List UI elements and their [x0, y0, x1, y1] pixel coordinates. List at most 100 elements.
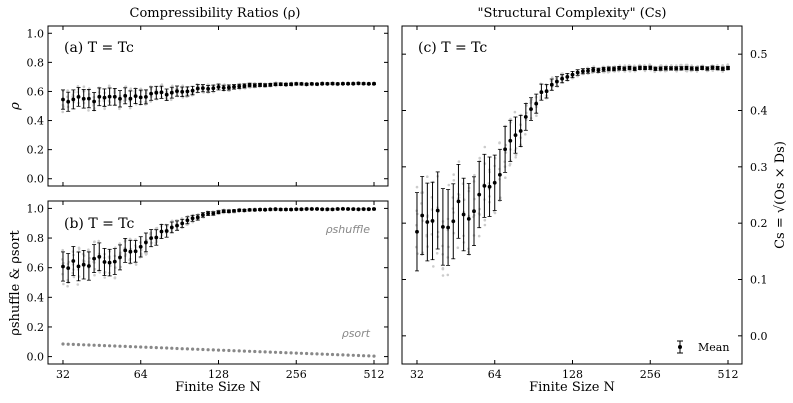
- panel-a-ytick-label: 0.2: [27, 144, 45, 157]
- panel-b-shuffle-point: [149, 236, 154, 241]
- panel-a-mean-point: [76, 95, 81, 99]
- panel-b-sort-point: [128, 345, 132, 349]
- panel-c-mean-point: [461, 212, 466, 217]
- panel-b-sort-point: [159, 346, 164, 350]
- panel-b-shuffle-sample: [62, 282, 65, 286]
- panel-b-sort-point: [71, 342, 75, 346]
- panel-c-mean-point: [539, 90, 544, 95]
- panel-a-mean-point: [299, 82, 304, 86]
- panel-b-shuffle-point: [315, 207, 319, 211]
- panel-a-mean-point: [107, 94, 112, 99]
- panel-c-mean-sample: [711, 69, 715, 72]
- panel-b-sort-point: [242, 349, 246, 353]
- panel-c-mean-sample: [452, 179, 456, 182]
- panel-a-mean-point: [294, 82, 299, 86]
- panel-b-shuffle-point: [128, 249, 133, 254]
- panel-b-sort-point: [341, 353, 345, 357]
- panel-b-shuffle-sample: [97, 239, 100, 243]
- panel-b-shuffle-point: [346, 207, 350, 211]
- panel-b-ytick-label: 0.0: [27, 351, 45, 364]
- panel-a-mean-point: [351, 81, 356, 86]
- panel-c-mean-sample: [441, 274, 445, 277]
- panel-c-mean-sample: [447, 183, 451, 187]
- panel-c-mean-sample: [535, 114, 538, 117]
- panel-a-mean-point: [304, 82, 309, 87]
- panel-b-sort-point: [92, 343, 96, 347]
- panel-c-mean-point: [534, 101, 539, 106]
- panel-b-shuffle-point: [138, 244, 143, 249]
- panel-c-mean-point: [700, 66, 704, 70]
- panel-a-mean-point: [242, 84, 247, 88]
- panel-c-mean-point: [477, 192, 482, 197]
- panel-c-mean-point: [508, 138, 513, 143]
- panel-b-sort-point: [227, 348, 231, 353]
- panel-b-shuffle-point: [227, 209, 231, 214]
- panel-c-mean-point: [674, 66, 679, 71]
- panel-a-mean-point: [252, 83, 257, 88]
- panel-c-ytick-label: 0.0: [750, 330, 768, 343]
- panel-a-mean-point: [97, 94, 102, 99]
- panel-c-mean-sample: [415, 185, 419, 189]
- panel-c-mean-point: [544, 89, 549, 94]
- panel-b-shuffle-sample: [134, 263, 138, 266]
- panel-b-sort-point: [237, 349, 241, 353]
- panel-b-shuffle-point: [206, 211, 211, 216]
- title-right: "Structural Complexity" (Cs): [477, 6, 666, 21]
- panel-c-mean-point: [684, 66, 689, 70]
- panel-c-mean-point: [570, 72, 575, 77]
- panel-b-shuffle-point: [118, 255, 122, 260]
- panel-c-mean-point: [513, 133, 518, 138]
- panel-b-sort-point: [102, 344, 107, 348]
- panel-c-mean-point: [435, 208, 440, 213]
- panel-b-shuffle-point: [154, 235, 159, 240]
- panel-c-xtick-label: 128: [562, 368, 583, 381]
- panel-b-shuffle-sample: [66, 284, 69, 288]
- panel-a-mean-point: [211, 86, 216, 91]
- panel-c-mean-point: [498, 172, 502, 177]
- panel-c-mean-point: [710, 65, 715, 70]
- panel-c-mean-sample: [456, 246, 460, 249]
- panel-a-ytick-label: 0.6: [27, 85, 45, 98]
- panel-b-shuffle-point: [81, 262, 86, 267]
- panel-b-shuffle-point: [107, 260, 112, 265]
- panel-b-shuffle-point: [335, 207, 340, 211]
- panel-b-shuffle-point: [71, 259, 76, 263]
- panel-c-mean-point: [601, 67, 606, 72]
- panel-a-mean-point: [278, 82, 283, 87]
- panel-c-mean-point: [415, 229, 419, 234]
- panel-c-mean-point: [456, 199, 461, 204]
- panel-c-ytick-label: 0.3: [750, 161, 768, 174]
- panel-c-mean-point: [726, 66, 730, 70]
- panel-b-ytick-label: 0.4: [27, 291, 45, 304]
- panel-c-mean-sample: [721, 64, 724, 67]
- panel-b-sort-point: [196, 347, 200, 351]
- panel-c-ytick-label: 0.4: [750, 105, 768, 118]
- panel-b-sort-point: [211, 348, 215, 352]
- panel-c-mean-sample: [483, 223, 487, 227]
- panel-b-sort-point: [170, 346, 174, 350]
- panel-b-shuffle-point: [164, 229, 169, 233]
- panel-b-shuffle-sample: [77, 247, 81, 251]
- panel-c-mean-sample: [633, 64, 636, 67]
- panel-a-mean-point: [237, 84, 242, 89]
- panel-b-sort-point: [325, 352, 329, 356]
- panel-c-mean-sample: [493, 211, 497, 215]
- panel-a-mean-point: [61, 97, 65, 102]
- panel-c-mean-point: [606, 67, 611, 71]
- panel-a-mean-sample: [103, 107, 106, 111]
- panel-c-mean-point: [669, 66, 673, 71]
- panel-b-shuffle-point: [242, 208, 247, 213]
- panel-c-mean-point: [560, 76, 564, 81]
- panel-c-mean-point: [586, 68, 590, 73]
- panel-b-sort-point: [367, 354, 371, 358]
- panel-c-xtick-label: 64: [488, 368, 502, 381]
- panel-a-mean-point: [195, 86, 200, 91]
- panel-c-mean-sample: [628, 70, 632, 73]
- panel-b-shuffle-sample: [103, 276, 106, 279]
- panel-b-sort-point: [113, 344, 117, 348]
- xlabel-panel-b: Finite Size N: [175, 380, 261, 395]
- panel-b-shuffle-point: [372, 207, 376, 211]
- panel-a-mean-sample: [118, 107, 121, 111]
- panel-b-sort-point: [346, 353, 350, 357]
- panel-b-sort-point: [310, 352, 314, 356]
